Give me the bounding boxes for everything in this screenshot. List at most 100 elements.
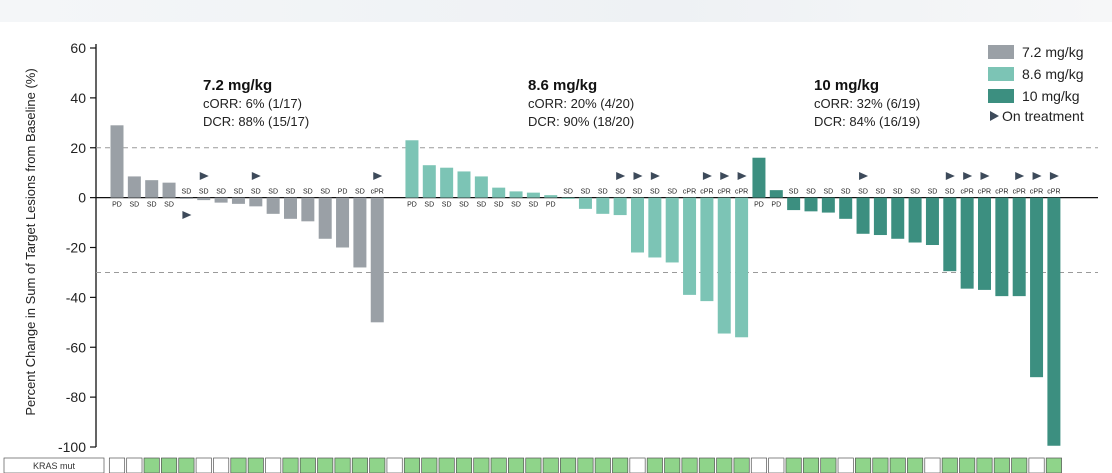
response-label: PD bbox=[754, 202, 764, 209]
response-label: SD bbox=[182, 189, 192, 196]
kras-cell bbox=[473, 457, 490, 473]
kras-cell bbox=[646, 457, 663, 473]
on-treatment-marker bbox=[980, 172, 990, 180]
kras-cell bbox=[785, 457, 802, 473]
bar bbox=[787, 197, 801, 211]
kras-cell bbox=[438, 457, 455, 473]
kras-row: KRAS mut bbox=[3, 457, 1062, 473]
response-label: PD bbox=[546, 202, 556, 209]
kras-cell bbox=[664, 457, 681, 473]
response-label: SD bbox=[581, 189, 591, 196]
legend: 7.2 mg/kg 8.6 mg/kg 10 mg/kg On treatment bbox=[988, 44, 1084, 124]
kras-cell bbox=[629, 457, 646, 473]
response-label: SD bbox=[164, 202, 174, 209]
on-treatment-marker bbox=[182, 211, 192, 219]
kras-cell bbox=[143, 457, 160, 473]
kras-cell bbox=[733, 457, 750, 473]
bar bbox=[318, 197, 332, 239]
y-tick-label: 20 bbox=[70, 140, 86, 156]
dose-stat: cORR: 20% (4/20) bbox=[528, 96, 634, 111]
kras-cell bbox=[542, 457, 559, 473]
y-tick-label: -60 bbox=[66, 339, 86, 355]
kras-cell bbox=[750, 457, 767, 473]
kras-cell bbox=[820, 457, 837, 473]
on-treatment-marker bbox=[1049, 172, 1059, 180]
kras-cell bbox=[560, 457, 577, 473]
on-treatment-marker bbox=[859, 172, 869, 180]
kras-cell bbox=[1045, 457, 1062, 473]
bar bbox=[613, 197, 627, 216]
bar bbox=[596, 197, 610, 214]
response-label: cPR bbox=[700, 189, 713, 196]
kras-cell bbox=[976, 457, 993, 473]
kras-cell bbox=[872, 457, 889, 473]
bar bbox=[457, 171, 471, 198]
kras-cell bbox=[837, 457, 854, 473]
kras-cell bbox=[959, 457, 976, 473]
legend-label: 10 mg/kg bbox=[1022, 88, 1080, 104]
response-label: cPR bbox=[718, 189, 731, 196]
kras-cell bbox=[716, 457, 733, 473]
response-label: cPR bbox=[961, 189, 974, 196]
legend-label: 8.6 mg/kg bbox=[1022, 66, 1083, 82]
response-label: SD bbox=[268, 189, 278, 196]
on-treatment-marker bbox=[633, 172, 643, 180]
kras-cell bbox=[213, 457, 230, 473]
kras-cell bbox=[108, 457, 126, 473]
kras-cell bbox=[126, 457, 143, 473]
bar bbox=[735, 197, 749, 338]
bar bbox=[925, 197, 939, 246]
kras-cell bbox=[161, 457, 178, 473]
dose-stat: cORR: 32% (6/19) bbox=[814, 96, 920, 111]
response-label: SD bbox=[129, 202, 139, 209]
on-treatment-marker bbox=[251, 172, 261, 180]
bar bbox=[821, 197, 835, 213]
bar bbox=[214, 197, 228, 203]
legend-swatch bbox=[988, 45, 1014, 59]
on-treatment-marker bbox=[650, 172, 660, 180]
reference-lines bbox=[96, 147, 1098, 273]
kras-cell bbox=[907, 457, 924, 473]
response-label: SD bbox=[789, 189, 799, 196]
kras-cell bbox=[802, 457, 820, 473]
response-label: SD bbox=[251, 189, 261, 196]
response-label: cPR bbox=[978, 189, 991, 196]
response-label: SD bbox=[598, 189, 608, 196]
dose-stat: cORR: 6% (1/17) bbox=[203, 96, 302, 111]
response-label: SD bbox=[633, 189, 643, 196]
bar bbox=[752, 157, 766, 198]
response-label: cPR bbox=[371, 189, 384, 196]
kras-cell bbox=[855, 457, 872, 473]
kras-cell bbox=[941, 457, 958, 473]
bar bbox=[440, 167, 454, 198]
kras-cell bbox=[265, 457, 282, 473]
bar bbox=[110, 125, 124, 198]
response-label: SD bbox=[529, 202, 539, 209]
kras-row-label: KRAS mut bbox=[33, 461, 76, 471]
bar bbox=[683, 197, 697, 295]
kras-cell bbox=[577, 457, 594, 473]
bar bbox=[856, 197, 870, 234]
kras-cell bbox=[508, 457, 525, 473]
on-treatment-marker bbox=[737, 172, 747, 180]
response-label: SD bbox=[823, 189, 833, 196]
bar bbox=[179, 197, 193, 199]
response-label: SD bbox=[303, 189, 313, 196]
bar bbox=[127, 176, 141, 198]
response-label: SD bbox=[511, 202, 521, 209]
response-label: cPR bbox=[1013, 189, 1026, 196]
kras-cell bbox=[1011, 457, 1028, 473]
response-label: SD bbox=[424, 202, 434, 209]
legend-swatch bbox=[988, 89, 1014, 103]
y-tick-label: 0 bbox=[78, 190, 86, 206]
on-treatment-marker bbox=[373, 172, 383, 180]
response-label: SD bbox=[563, 189, 573, 196]
response-label: SD bbox=[199, 189, 209, 196]
response-label: SD bbox=[910, 189, 920, 196]
response-label: cPR bbox=[735, 189, 748, 196]
kras-cell bbox=[889, 457, 906, 473]
on-treatment-marker bbox=[616, 172, 626, 180]
dose-annotations: 7.2 mg/kg cORR: 6% (1/17) DCR: 88% (15/17)… bbox=[203, 77, 920, 129]
kras-cell bbox=[698, 457, 715, 473]
y-tick-label: 60 bbox=[70, 40, 86, 56]
